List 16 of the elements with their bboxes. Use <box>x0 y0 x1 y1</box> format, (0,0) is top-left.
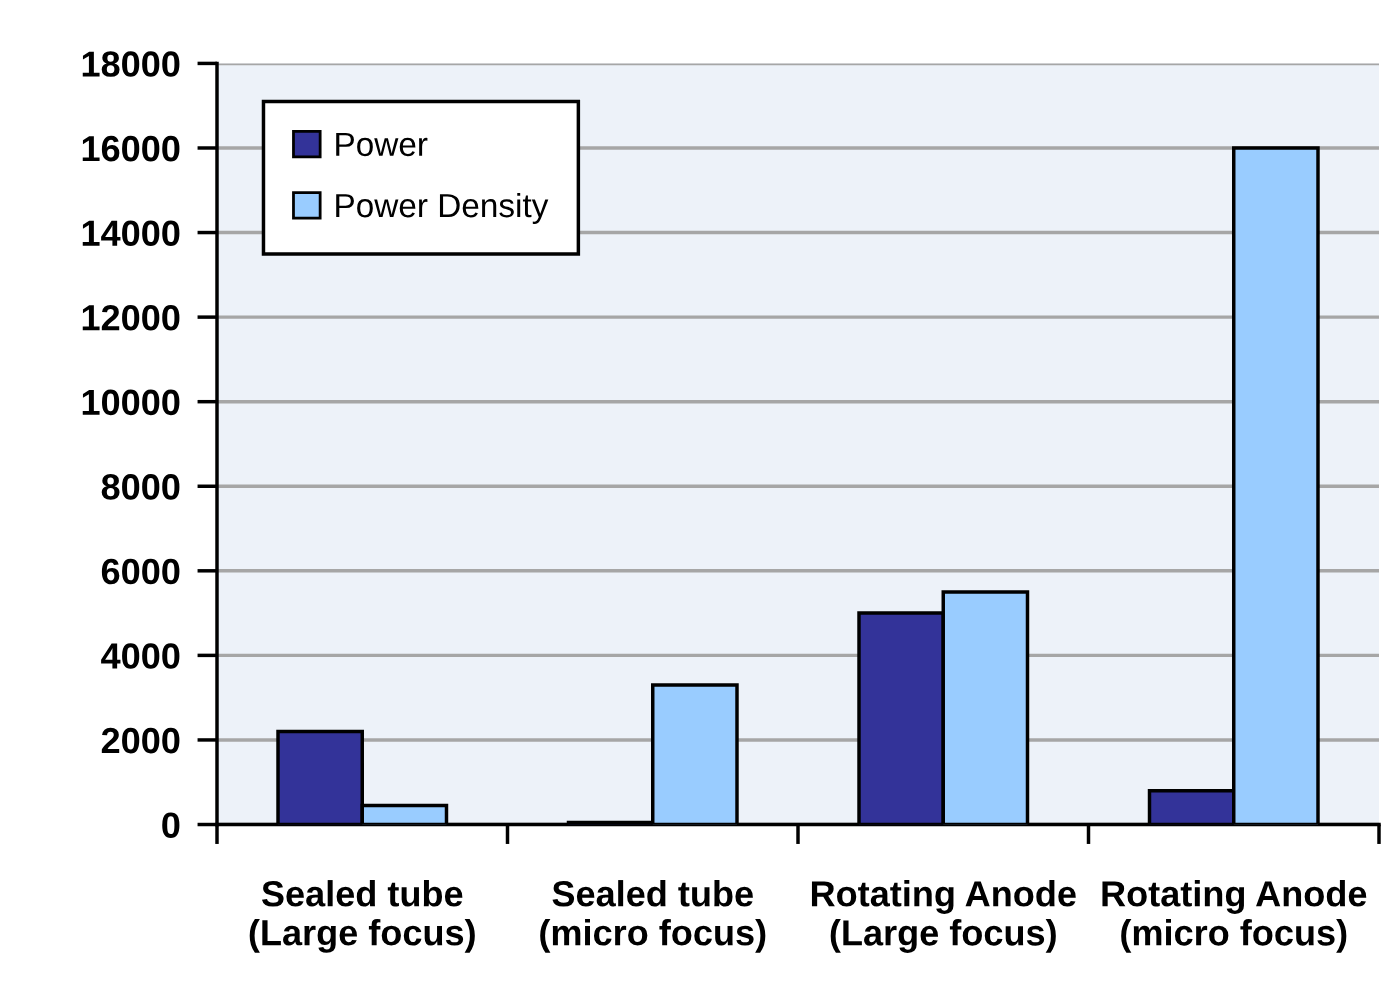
y-tick-label: 2000 <box>101 727 180 754</box>
y-tick-label: 14000 <box>82 220 180 246</box>
y-tick-label: 8000 <box>101 474 180 500</box>
y-tick-label: 12000 <box>82 304 180 331</box>
y-tick-label: 10000 <box>82 389 180 416</box>
legend-label: Power <box>336 132 428 157</box>
x-tick-label: Rotating Anode (micro focus) <box>1102 880 1367 953</box>
legend-label: Power Density <box>336 192 549 224</box>
y-tick-label: 6000 <box>101 558 180 585</box>
y-tick-label: 18000 <box>82 51 180 77</box>
x-tick-label: Sealed tube (Large focus) <box>249 880 475 953</box>
y-tick-label: 4000 <box>101 643 180 669</box>
x-tick-label: Sealed tube (micro focus) <box>540 880 766 953</box>
x-tick-label: Rotating Anode (Large focus) <box>811 880 1076 953</box>
y-tick-label: 0 <box>162 812 180 838</box>
y-tick-label: 16000 <box>82 135 180 162</box>
